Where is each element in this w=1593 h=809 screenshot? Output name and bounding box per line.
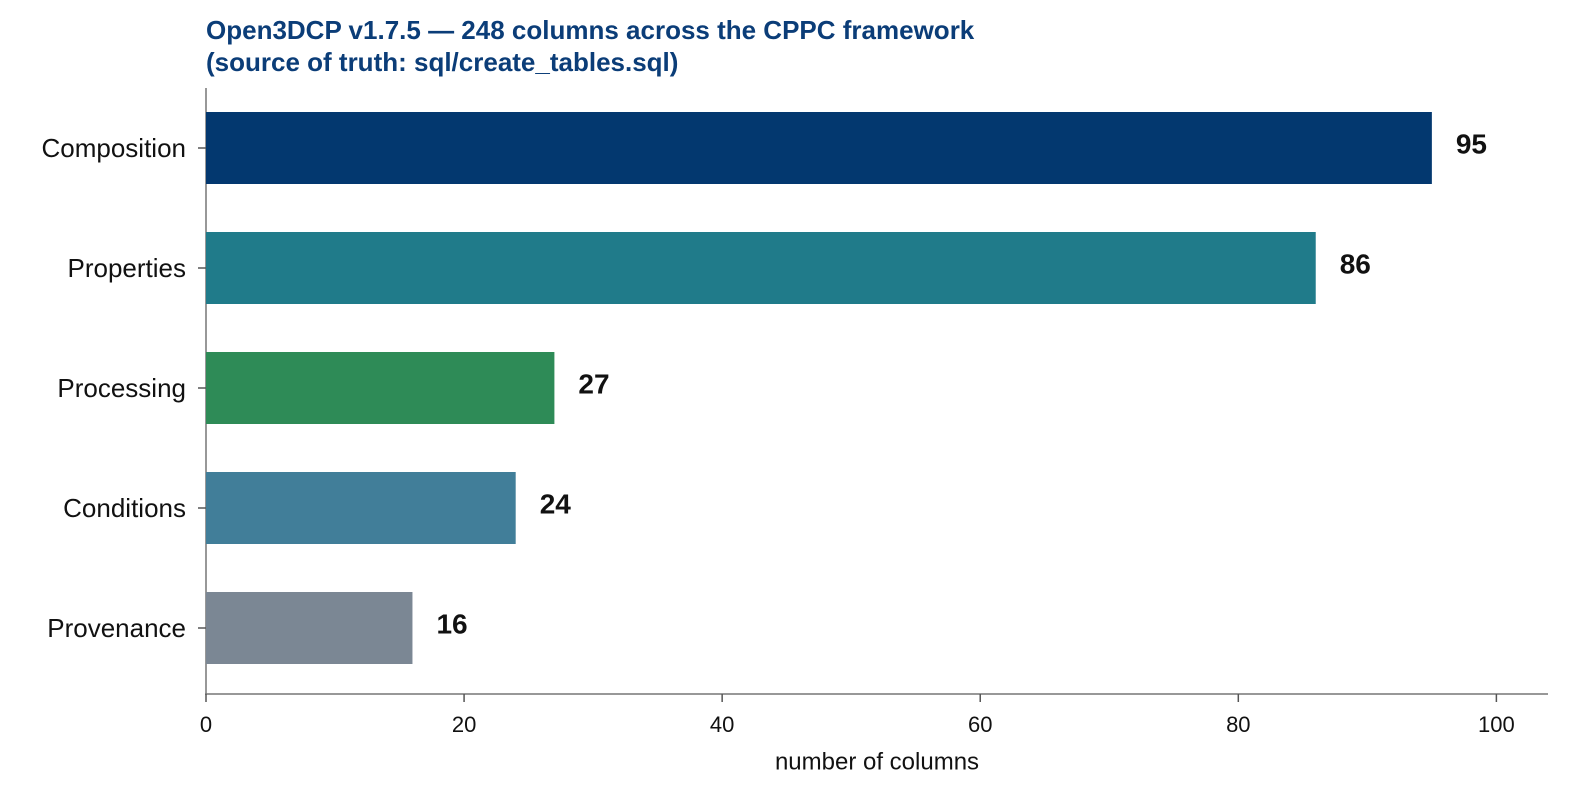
value-label: 95 xyxy=(1456,128,1487,159)
y-tick-label: Conditions xyxy=(63,493,186,523)
x-tick-label: 60 xyxy=(968,712,992,737)
y-tick-label: Composition xyxy=(41,133,186,163)
chart-title: Open3DCP v1.7.5 — 248 columns across the… xyxy=(206,15,975,45)
bar xyxy=(206,112,1432,184)
value-label: 16 xyxy=(436,608,467,639)
value-label: 86 xyxy=(1340,248,1371,279)
value-label: 27 xyxy=(578,368,609,399)
bar xyxy=(206,352,555,424)
value-label: 24 xyxy=(540,488,572,519)
chart-subtitle: (source of truth: sql/create_tables.sql) xyxy=(206,47,678,77)
y-tick-label: Properties xyxy=(68,253,187,283)
x-tick-label: 40 xyxy=(710,712,734,737)
x-tick-label: 80 xyxy=(1226,712,1250,737)
bar xyxy=(206,592,413,664)
x-tick-label: 0 xyxy=(200,712,212,737)
bar xyxy=(206,232,1316,304)
x-tick-label: 20 xyxy=(452,712,476,737)
y-tick-label: Provenance xyxy=(47,613,186,643)
x-axis-label: number of columns xyxy=(775,748,979,775)
bar xyxy=(206,472,516,544)
y-tick-label: Processing xyxy=(57,373,186,403)
x-tick-label: 100 xyxy=(1478,712,1515,737)
